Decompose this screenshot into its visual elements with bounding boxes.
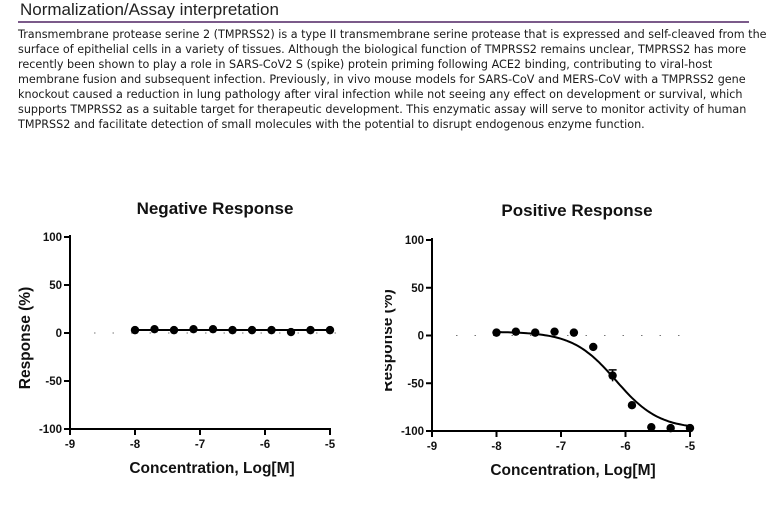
y-tick-label: 100: [405, 235, 424, 247]
y-axis-label: Response (%): [385, 289, 396, 392]
data-point: [685, 423, 695, 433]
data-point: [647, 422, 656, 432]
data-point: [130, 325, 140, 335]
data-point: [608, 371, 617, 380]
data-point: [247, 325, 257, 335]
data-point: [208, 324, 218, 334]
y-tick-label: -50: [45, 376, 62, 388]
chart-title: Positive Response: [501, 201, 652, 220]
x-tick-label: -9: [427, 441, 437, 453]
x-tick-label: -5: [685, 441, 696, 453]
y-tick-label: 0: [418, 331, 424, 343]
data-point: [150, 324, 159, 334]
data-point: [569, 328, 579, 337]
y-axis-label: Response (%): [17, 287, 34, 390]
data-point: [550, 327, 559, 336]
data-point: [589, 342, 598, 352]
data-point: [228, 325, 237, 335]
title-underline: [18, 21, 749, 23]
x-tick-label: -6: [260, 439, 270, 451]
x-tick-label: -8: [491, 441, 502, 453]
data-point: [189, 324, 198, 334]
fit-curve: [496, 331, 691, 428]
x-tick-label: -7: [195, 439, 205, 451]
y-tick-label: 50: [411, 283, 424, 295]
data-point: [169, 325, 179, 335]
x-tick-label: -6: [620, 441, 630, 453]
x-tick-label: -9: [65, 439, 75, 451]
y-tick-label: 50: [49, 280, 62, 292]
x-axis-label: Concentration, Log[M]: [490, 462, 655, 479]
y-tick-label: -100: [39, 424, 62, 436]
y-tick-label: 0: [56, 328, 62, 340]
data-point: [511, 327, 521, 336]
y-tick-label: -100: [401, 426, 424, 438]
data-point: [627, 401, 637, 410]
y-tick-label: 100: [43, 232, 62, 244]
x-tick-label: -7: [556, 441, 566, 453]
negative-response-plot: Negative Response -100 -50 0 50 100 -9 -8 -7 -6 -5…: [17, 199, 336, 477]
x-axis-label: Concentration, Log[M]: [129, 460, 294, 477]
data-point: [666, 423, 675, 433]
section-title: Normalization/Assay interpretation: [20, 0, 279, 19]
x-tick-label: -8: [130, 439, 141, 451]
description-paragraph: Transmembrane protease serine 2 (TMPRSS2…: [18, 28, 767, 131]
negative-response-chart: Negative Response -100 -50 0 50 100 -9 -8 -7 -6 -5…: [0, 190, 385, 522]
data-point: [286, 327, 296, 337]
data-point: [306, 325, 315, 335]
y-tick-label: -50: [407, 378, 424, 390]
positive-response-chart: Positive Response -100 -50 0 50 100 -9 -8 -7 -6 -5…: [379, 190, 779, 522]
data-point: [531, 328, 540, 337]
data-point: [492, 328, 501, 337]
data-point: [325, 325, 335, 335]
x-tick-label: -5: [325, 439, 336, 451]
positive-response-plot: Positive Response -100 -50 0 50 100 -9 -8 -7 -6 -5…: [379, 201, 696, 479]
data-point: [267, 325, 276, 335]
chart-title: Negative Response: [137, 199, 294, 218]
